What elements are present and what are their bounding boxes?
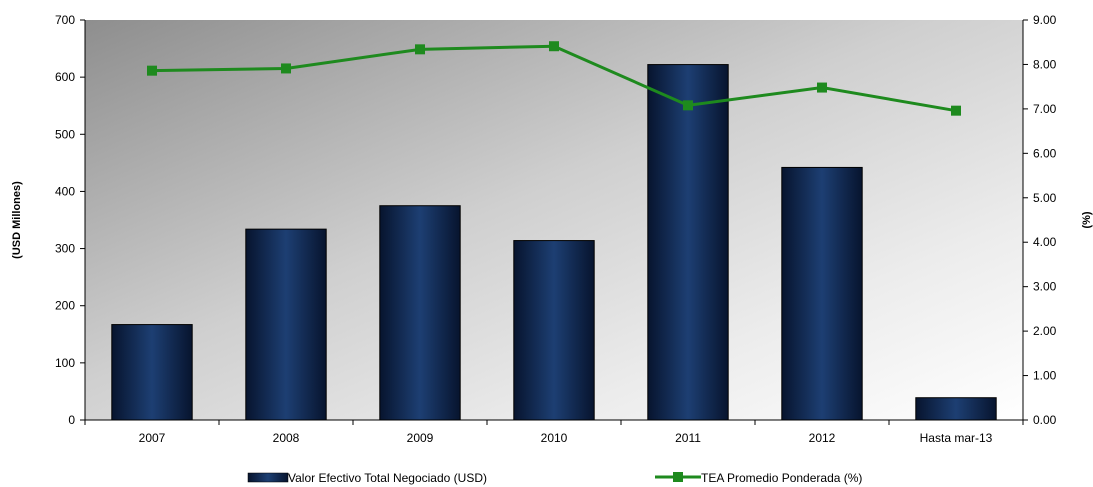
right-tick-label: 2.00 [1033,324,1057,338]
legend-line-marker [673,472,683,482]
bar [915,397,997,421]
x-tick-label: 2008 [273,431,300,445]
x-tick-label: 2012 [809,431,836,445]
left-tick-label: 700 [55,13,75,27]
right-tick-label: 4.00 [1033,235,1057,249]
right-tick-label: 3.00 [1033,280,1057,294]
right-tick-label: 7.00 [1033,102,1057,116]
bar [245,228,327,421]
x-tick-label: 2011 [675,431,701,445]
line-point [549,41,559,52]
right-tick-label: 5.00 [1033,191,1057,205]
x-tick-label: 2007 [139,431,166,445]
left-tick-label: 600 [55,70,75,84]
left-tick-label: 200 [55,299,75,313]
left-tick-label: 400 [55,184,75,198]
bar-series [111,64,997,421]
left-tick-label: 500 [55,127,75,141]
bar [513,240,595,421]
right-tick-label: 1.00 [1033,369,1057,383]
line-series [147,41,961,116]
x-axis-ticks: 2007 2008 2009 2010 2011 2012 Hasta mar-13 [84,420,1024,445]
bar [379,205,461,421]
right-tick-label: 6.00 [1033,146,1057,160]
line-point [415,44,425,55]
left-tick-label: 300 [55,242,75,256]
legend-bar-label: Valor Efectivo Total Negociado (USD) [288,471,487,485]
line-point [817,82,827,93]
left-tick-label: 100 [55,356,75,370]
right-tick-label: 9.00 [1033,13,1057,27]
bar [111,324,193,421]
legend: Valor Efectivo Total Negociado (USD) TEA… [247,471,862,485]
left-axis-title: (USD Millones) [11,181,23,259]
right-axis-title: (%) [1081,211,1093,228]
line-point [951,105,961,116]
bar [781,166,863,421]
bar [647,64,729,421]
line-point [281,63,291,74]
line-point [147,65,157,76]
x-tick-label: Hasta mar-13 [920,431,993,445]
legend-line-label: TEA Promedio Ponderada (%) [701,471,862,485]
x-tick-label: 2009 [407,431,434,445]
right-axis-ticks: 0.00 1.00 2.00 3.00 4.00 5.00 6.00 7.00 8.00 9.00 [1023,13,1057,427]
right-tick-label: 8.00 [1033,57,1057,71]
legend-bar-swatch [247,472,289,483]
x-tick-label: 2010 [541,431,568,445]
left-axis-ticks: 0 100 200 300 400 500 600 700 [55,13,85,427]
left-tick-label: 0 [68,413,75,427]
right-tick-label: 0.00 [1033,413,1057,427]
line-point [683,100,693,111]
